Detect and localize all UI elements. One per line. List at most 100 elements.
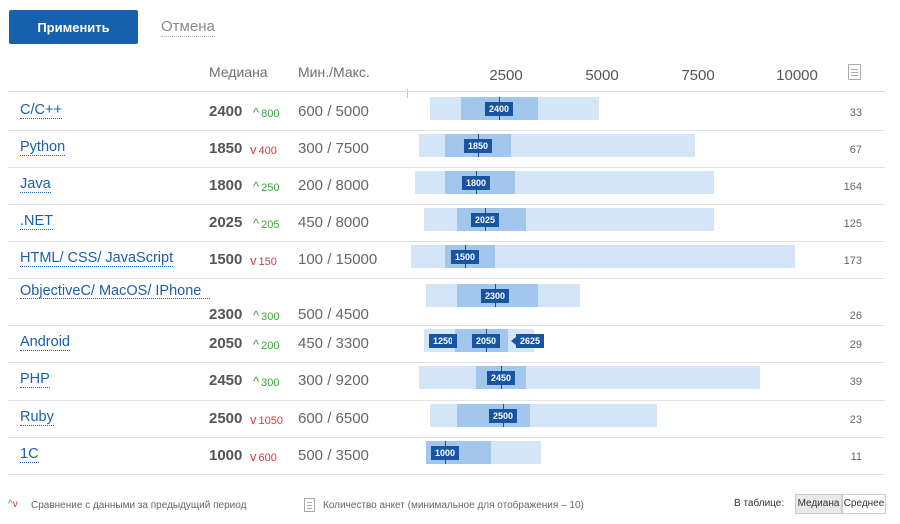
median-value: 1850: [209, 140, 243, 157]
median-value: 1500: [209, 251, 243, 268]
min-max-value: 500 / 4500: [298, 306, 369, 323]
table-row: Python 1850 v 400 300 / 7500 67 1850: [0, 130, 900, 168]
language-link[interactable]: C/C++: [20, 102, 62, 119]
median-badge: 1500: [450, 250, 480, 264]
median-change-value: 1050: [258, 415, 283, 427]
axis-tick-5000: 5000: [585, 67, 619, 84]
median-badge: 2400: [484, 102, 514, 116]
language-link[interactable]: ObjectiveC/ MacOS/ IPhone: [20, 284, 210, 299]
min-max-value: 450 / 8000: [298, 214, 369, 231]
table-row: PHP 2450 ^ 300 300 / 9200 39 2450: [0, 362, 900, 401]
language-link[interactable]: 1C: [20, 446, 39, 463]
min-max-value: 100 / 15000: [298, 251, 378, 268]
median-value: 2500: [209, 410, 243, 427]
apply-button[interactable]: Применить: [9, 10, 138, 44]
toggle-mean[interactable]: Среднее: [842, 494, 886, 514]
minmax-column-header: Мин./Макс.: [298, 64, 370, 80]
row-divider: [8, 325, 885, 326]
upper-quartile-badge: 2625: [516, 334, 545, 348]
cancel-button[interactable]: Отмена: [161, 18, 215, 37]
row-divider: [8, 204, 885, 205]
min-max-value: 450 / 3300: [298, 335, 369, 352]
table-row: Android 2050 ^ 200 450 / 3300 29 2050 1250 2625: [0, 325, 900, 363]
table-row: HTML/ CSS/ JavaScript 1500 v 150 100 / 15000…: [0, 241, 900, 279]
row-divider: [8, 400, 885, 401]
table-row: ObjectiveC/ MacOS/ IPhone 2300 ^ 300 500 / 4…: [0, 278, 900, 326]
arrow-up-icon: ^: [253, 216, 260, 231]
median-change: v 1050: [250, 412, 283, 427]
count-legend-text: Количество анкет (минимальное для отобра…: [323, 500, 584, 511]
lower-quartile-pointer-icon: [452, 337, 457, 345]
median-change: ^ 300: [253, 308, 279, 323]
survey-count: 33: [849, 107, 862, 119]
up-down-arrows-icon: ^v: [8, 499, 18, 510]
survey-count: 26: [849, 310, 862, 322]
min-max-value: 200 / 8000: [298, 177, 369, 194]
table-row: .NET 2025 ^ 205 450 / 8000 125 2025: [0, 204, 900, 242]
median-change: ^ 800: [253, 105, 279, 120]
survey-count: 11: [850, 451, 862, 463]
median-value: 2050: [209, 335, 243, 352]
arrow-down-icon: v: [250, 253, 257, 268]
survey-count: 164: [843, 181, 862, 193]
row-divider: [8, 241, 885, 242]
survey-count: 29: [849, 339, 862, 351]
median-change: v 150: [250, 253, 277, 268]
language-link[interactable]: Ruby: [20, 409, 54, 426]
language-link[interactable]: PHP: [20, 371, 50, 388]
language-link[interactable]: HTML/ CSS/ JavaScript: [20, 250, 174, 267]
min-max-value: 300 / 9200: [298, 372, 369, 389]
median-badge: 2450: [486, 371, 516, 385]
median-change: ^ 205: [253, 216, 279, 231]
min-max-value: 300 / 7500: [298, 140, 369, 157]
comparison-legend-text: Сравнение с данными за предыдущий период: [31, 500, 247, 511]
median-change-value: 800: [261, 108, 280, 120]
survey-count: 23: [849, 414, 862, 426]
axis-tick-2500: 2500: [489, 67, 523, 84]
row-divider: [8, 362, 885, 363]
table-row: C/C++ 2400 ^ 800 600 / 5000 33 2400: [0, 93, 900, 131]
median-change-value: 205: [261, 219, 280, 231]
median-badge: 2025: [470, 213, 500, 227]
median-change-value: 600: [258, 452, 277, 464]
header-divider: [8, 91, 885, 92]
axis-tick-7500: 7500: [681, 67, 715, 84]
language-link[interactable]: Android: [20, 334, 70, 351]
row-divider: [8, 130, 885, 131]
median-badge: 2050: [471, 334, 501, 348]
language-link[interactable]: Python: [20, 139, 66, 156]
arrow-down-icon: v: [250, 412, 257, 427]
lower-quartile-badge: 1250: [429, 334, 458, 348]
table-row: 1C 1000 v 600 500 / 3500 11 1000: [0, 437, 900, 475]
document-icon: [304, 498, 315, 512]
table-row: Java 1800 ^ 250 200 / 8000 164 1800: [0, 167, 900, 205]
row-divider: [8, 167, 885, 168]
median-change: ^ 300: [253, 374, 279, 389]
median-badge: 1850: [463, 139, 493, 153]
median-value: 1800: [209, 177, 243, 194]
median-badge: 1800: [461, 176, 491, 190]
range-bar: [419, 366, 760, 389]
arrow-up-icon: ^: [253, 337, 260, 352]
median-change-value: 300: [261, 311, 280, 323]
median-change: v 400: [250, 142, 277, 157]
median-value: 1000: [209, 447, 243, 464]
survey-count: 125: [843, 218, 862, 230]
median-badge: 1000: [430, 446, 460, 460]
median-badge: 2500: [488, 409, 518, 423]
min-max-value: 500 / 3500: [298, 447, 369, 464]
row-divider: [8, 474, 885, 475]
median-change-value: 250: [261, 182, 280, 194]
language-link[interactable]: Java: [20, 176, 51, 193]
median-value: 2300: [209, 306, 243, 323]
toggle-median[interactable]: Медиана: [795, 494, 842, 514]
median-change-value: 400: [258, 145, 277, 157]
median-value: 2025: [209, 214, 243, 231]
median-change-value: 150: [258, 256, 277, 268]
row-divider: [8, 437, 885, 438]
document-icon: [848, 64, 861, 80]
min-max-value: 600 / 6500: [298, 410, 369, 427]
axis-tick-10000: 10000: [776, 67, 818, 84]
min-max-value: 600 / 5000: [298, 103, 369, 120]
language-link[interactable]: .NET: [20, 213, 54, 230]
